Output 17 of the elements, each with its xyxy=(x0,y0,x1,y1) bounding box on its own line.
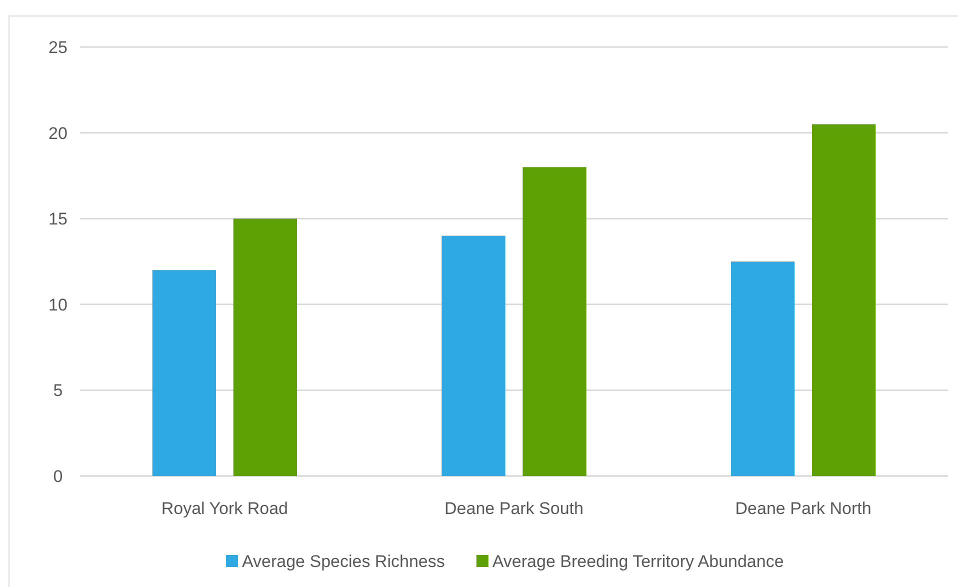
y-tick-label: 10 xyxy=(48,295,68,314)
x-tick-label: Royal York Road xyxy=(161,499,288,518)
bar xyxy=(812,124,876,476)
bar xyxy=(152,270,216,476)
x-tick-label: Deane Park South xyxy=(444,499,584,518)
bar xyxy=(233,218,297,476)
legend-label: Average Breeding Territory Abundance xyxy=(492,552,784,571)
bar xyxy=(731,262,795,476)
legend-label: Average Species Richness xyxy=(242,552,445,571)
y-tick-label: 0 xyxy=(53,466,63,486)
y-tick-label: 15 xyxy=(48,210,68,229)
bar xyxy=(442,236,506,476)
y-tick-label: 20 xyxy=(48,124,68,143)
y-tick-label: 5 xyxy=(53,381,63,400)
y-tick-label: 25 xyxy=(48,38,68,57)
x-tick-label: Deane Park North xyxy=(735,499,872,518)
bar xyxy=(522,167,586,476)
